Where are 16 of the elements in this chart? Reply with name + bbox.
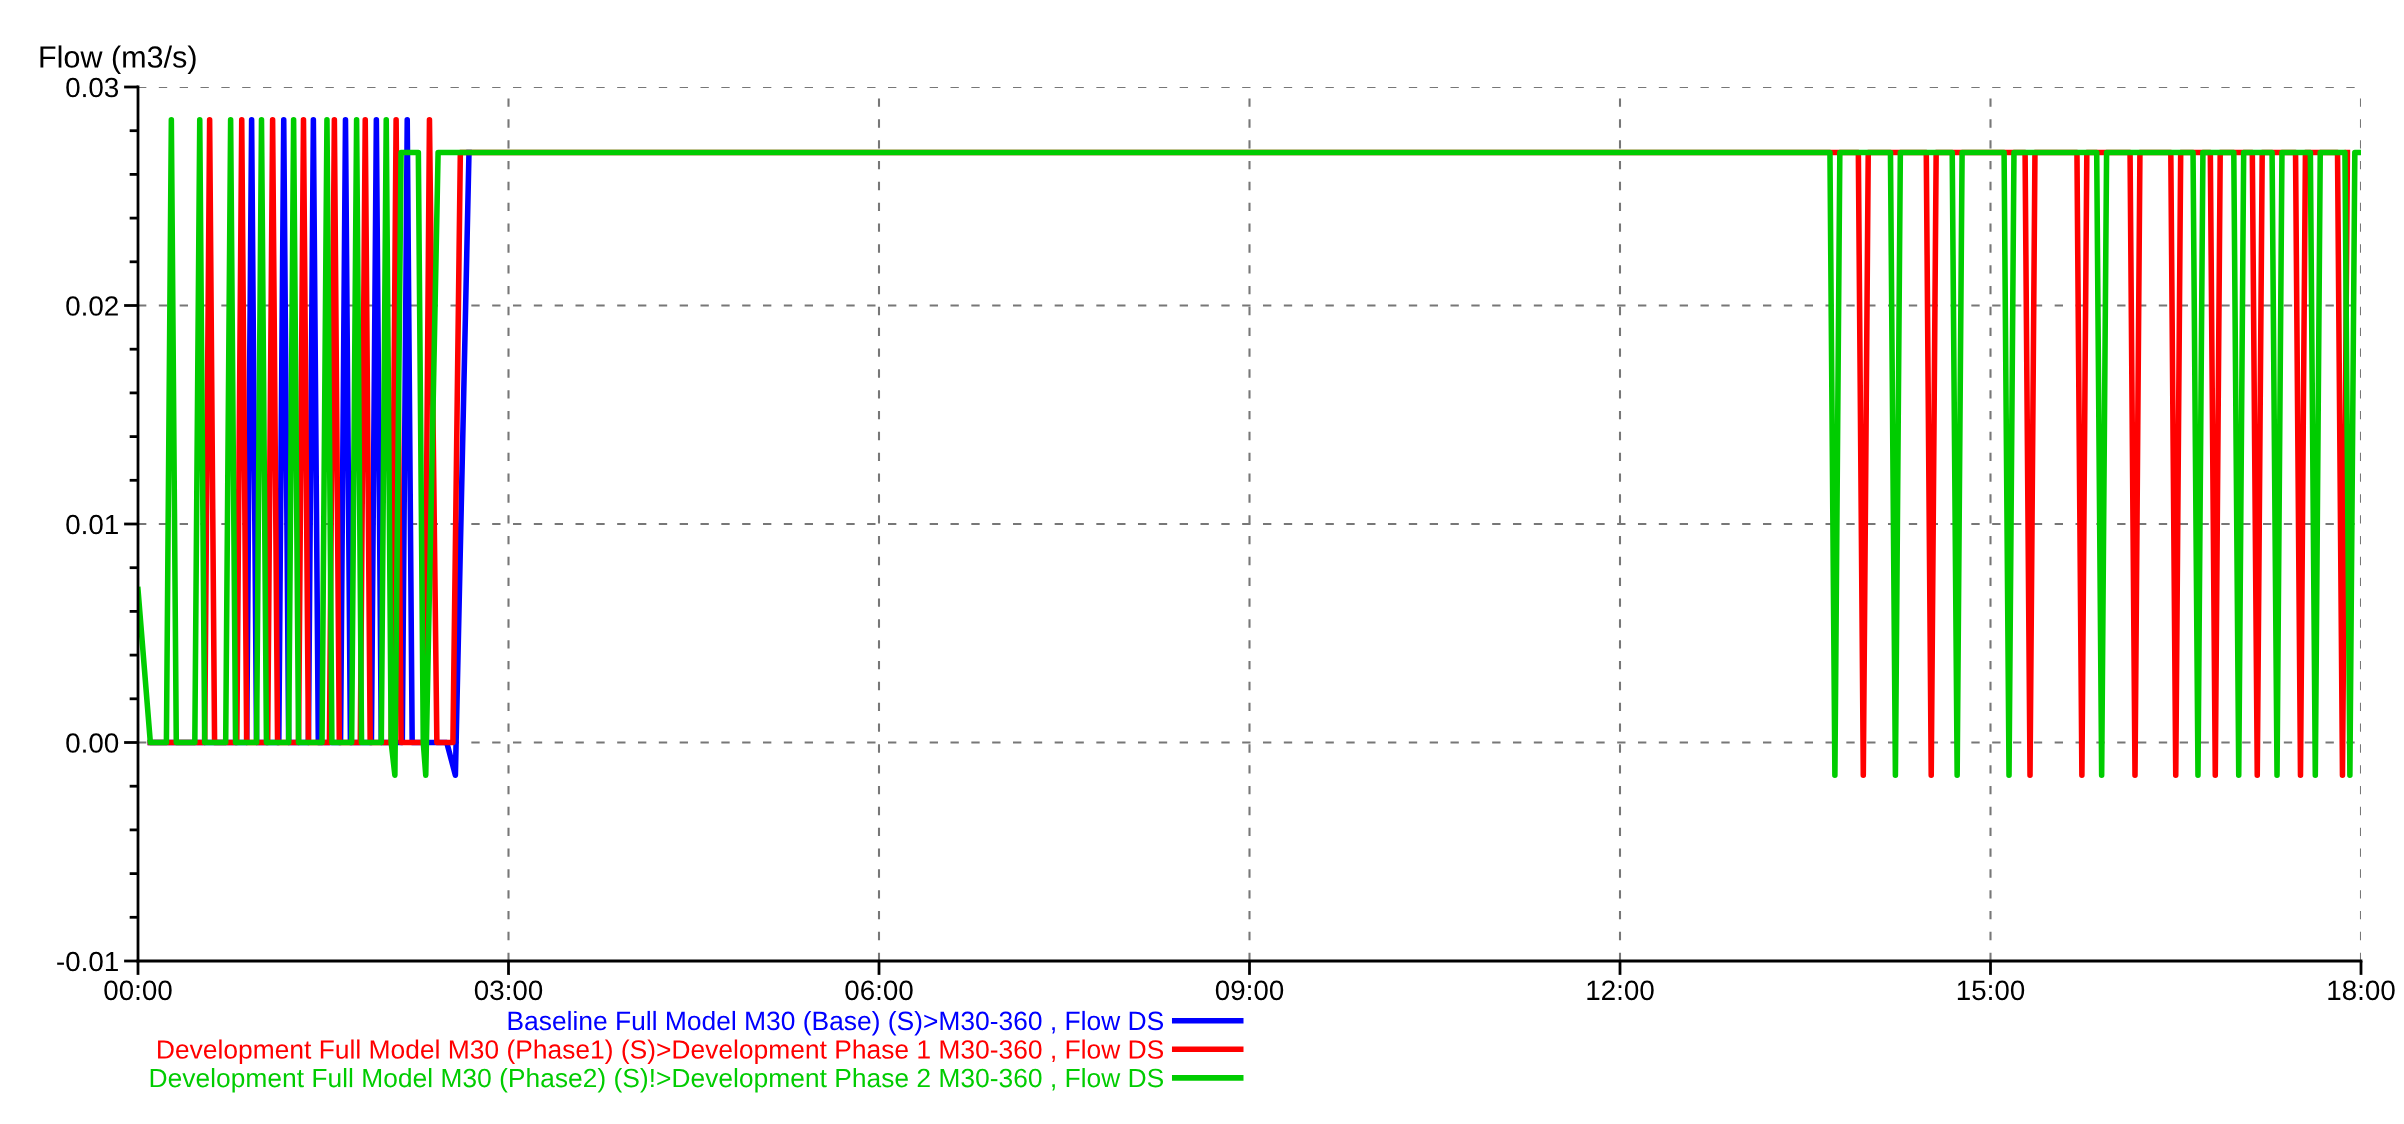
y-axis-title: Flow (m3/s) (40, 45, 196, 74)
y-tick-label: -0.01 (57, 951, 118, 972)
legend-label: Development Full Model M30 (Phase2) (S)!>Development Phase 2 M30-360 , Flow DS (150, 1068, 1164, 1093)
x-tick-label: 00:00 (104, 980, 172, 1001)
y-tick-label: 0.02 (66, 296, 118, 316)
y-tick-label: 0.00 (66, 733, 119, 753)
legend-label: Baseline Full Model M30 (Base) (S)>M30-360 , Flow DS (508, 1010, 1164, 1036)
legend-label: Development Full Model M30 (Phase1) (S)>Development Phase 1 M30-360 , Flow DS (158, 1039, 1164, 1065)
x-tick-label: 15:00 (1957, 980, 2025, 1001)
x-tick-label: 12:00 (1587, 980, 1654, 1001)
x-tick-label: 03:00 (474, 980, 543, 1001)
x-tick-label: 09:00 (1215, 980, 1284, 1001)
x-tick-label: 18:00 (2328, 980, 2395, 1001)
y-tick-label: 0.03 (66, 77, 119, 98)
y-tick-label: 0.01 (66, 514, 118, 535)
x-tick-label: 06:00 (845, 980, 913, 1001)
